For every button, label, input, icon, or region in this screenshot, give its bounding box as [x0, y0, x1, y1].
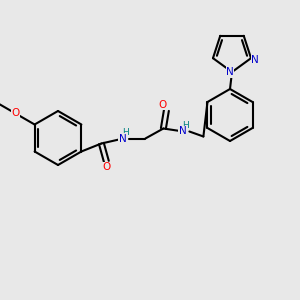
Text: N: N	[251, 55, 259, 65]
Text: H: H	[182, 121, 189, 130]
Text: H: H	[122, 128, 129, 137]
Text: N: N	[226, 67, 234, 77]
Text: N: N	[118, 134, 126, 143]
Text: O: O	[158, 100, 166, 110]
Text: O: O	[102, 163, 110, 172]
Text: O: O	[11, 109, 20, 118]
Text: N: N	[178, 127, 186, 136]
